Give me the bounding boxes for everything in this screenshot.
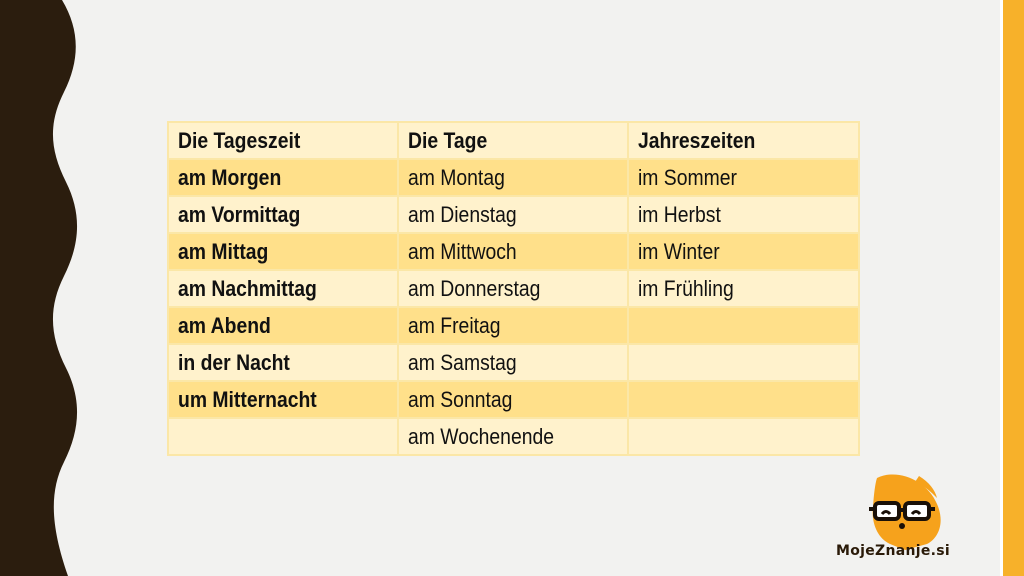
table-cell: am Abend bbox=[167, 306, 399, 345]
glasses-mascot-icon bbox=[869, 474, 941, 550]
table-cell bbox=[627, 380, 860, 419]
table-cell: im Winter bbox=[627, 232, 860, 271]
table-cell: am Wochenende bbox=[397, 417, 629, 456]
vocabulary-table: Die Tageszeit Die Tage Jahreszeiten am M… bbox=[167, 121, 860, 456]
header-cell: Die Tageszeit bbox=[167, 121, 399, 160]
wavy-left-band bbox=[0, 0, 78, 576]
table-cell: am Mittwoch bbox=[397, 232, 629, 271]
table-cell: am Mittag bbox=[167, 232, 399, 271]
table-cell: am Morgen bbox=[167, 158, 399, 197]
header-cell: Die Tage bbox=[397, 121, 629, 160]
table-row: am Wochenende bbox=[167, 417, 860, 456]
table-row: am Mittag am Mittwoch im Winter bbox=[167, 232, 860, 271]
table-cell: in der Nacht bbox=[167, 343, 399, 382]
table-header-row: Die Tageszeit Die Tage Jahreszeiten bbox=[167, 121, 860, 160]
table-cell bbox=[627, 343, 860, 382]
table-row: am Nachmittag am Donnerstag im Frühling bbox=[167, 269, 860, 308]
table-cell: am Montag bbox=[397, 158, 629, 197]
table-cell: um Mitternacht bbox=[167, 380, 399, 419]
header-cell: Jahreszeiten bbox=[627, 121, 860, 160]
table-cell: am Nachmittag bbox=[167, 269, 399, 308]
table-cell: am Dienstag bbox=[397, 195, 629, 234]
table-row: am Vormittag am Dienstag im Herbst bbox=[167, 195, 860, 234]
table-row: um Mitternacht am Sonntag bbox=[167, 380, 860, 419]
right-accent-band bbox=[1000, 0, 1024, 576]
table-row: am Abend am Freitag bbox=[167, 306, 860, 345]
table-cell: im Sommer bbox=[627, 158, 860, 197]
logo-text: MojeZnanje.si bbox=[836, 543, 951, 559]
table-cell: am Freitag bbox=[397, 306, 629, 345]
table-row: am Morgen am Montag im Sommer bbox=[167, 158, 860, 197]
table-cell: am Vormittag bbox=[167, 195, 399, 234]
table-cell: am Sonntag bbox=[397, 380, 629, 419]
table-cell bbox=[627, 306, 860, 345]
table-cell: am Samstag bbox=[397, 343, 629, 382]
table-cell bbox=[627, 417, 860, 456]
table-cell: im Herbst bbox=[627, 195, 860, 234]
table-cell: im Frühling bbox=[627, 269, 860, 308]
table-row: in der Nacht am Samstag bbox=[167, 343, 860, 382]
table-cell: am Donnerstag bbox=[397, 269, 629, 308]
table-cell bbox=[167, 417, 399, 456]
